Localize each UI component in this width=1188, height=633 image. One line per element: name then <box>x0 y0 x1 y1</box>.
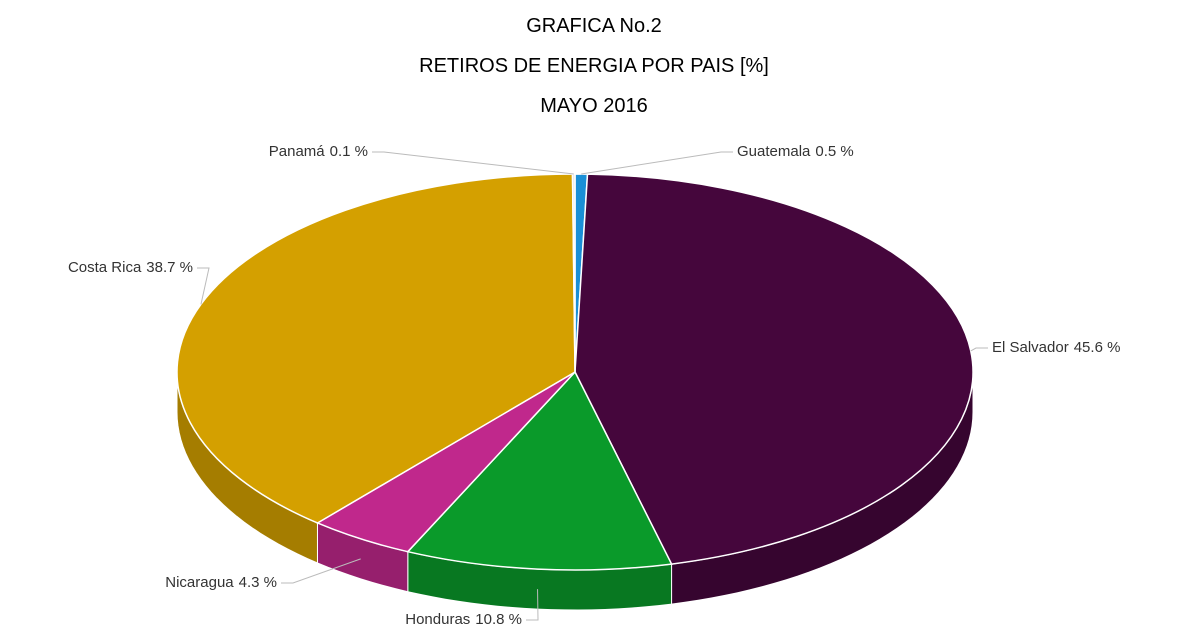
leader-line <box>281 558 361 584</box>
chart-period: MAYO 2016 <box>540 95 647 117</box>
data-label: Panamá 0.1 % <box>269 143 368 160</box>
label-category: Panamá <box>269 143 326 160</box>
label-value: 0.5 % <box>815 143 853 160</box>
leader-line <box>372 151 574 175</box>
label-category: Nicaragua <box>165 574 234 591</box>
slice <box>406 370 673 571</box>
pie-tops <box>176 173 974 571</box>
label-category: Honduras <box>405 611 470 628</box>
label-value: 4.3 % <box>239 574 277 591</box>
data-label: Honduras 10.8 % <box>405 611 522 628</box>
label-category: Costa Rica <box>68 259 142 276</box>
leader-line <box>581 151 733 175</box>
leader-line <box>970 347 988 352</box>
chart-title: GRAFICA No.2 <box>526 15 662 37</box>
data-label: El Salvador 45.6 % <box>992 339 1120 356</box>
label-value: 10.8 % <box>475 611 522 628</box>
labels: Guatemala 0.5 % El Salvador 45.6 % Honduras 1… <box>68 143 1120 628</box>
data-label: Costa Rica 38.7 % <box>68 259 193 276</box>
pie-sides <box>176 371 974 611</box>
label-value: 45.6 % <box>1074 339 1121 356</box>
chart-subtitle: RETIROS DE ENERGIA POR PAIS [%] <box>419 55 769 77</box>
data-label: Nicaragua 4.3 % <box>165 574 277 591</box>
leader-line <box>197 267 210 305</box>
label-value: 38.7 % <box>146 259 193 276</box>
label-category: Guatemala <box>737 143 811 160</box>
label-category: El Salvador <box>992 339 1069 356</box>
label-value: 0.1 % <box>330 143 368 160</box>
data-label: Guatemala 0.5 % <box>737 143 854 160</box>
slice <box>574 173 974 565</box>
leader-line <box>526 589 539 621</box>
